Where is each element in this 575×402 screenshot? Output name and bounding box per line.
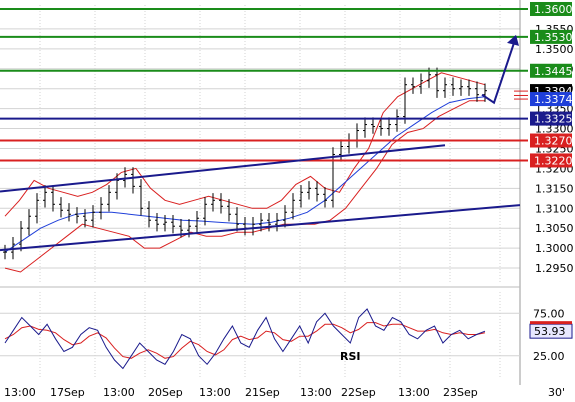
price-tick-label: 1.3150 [535,182,574,195]
level-tag-box [530,111,572,126]
trendlines [0,34,521,252]
level-tag-label: 1.3530 [534,31,573,44]
current-price-tag-box [530,92,572,107]
time-tick-label: 13:00 [300,386,332,399]
level-tags: 1.3600 1.3530 1.3445 1.3325 1.3270 1.3220 1.33… [530,1,573,168]
level-tag-label: 1.3220 [534,154,573,167]
rsi-pane: 75.00 25.00 53.93 RSI [0,307,573,370]
level-tag-box [530,63,572,78]
rsi-grid [0,312,520,357]
price-tick-label: 1.3300 [535,123,574,136]
time-tick-label: 13:00 [398,386,430,399]
time-tick-label: 13:00 [103,386,135,399]
price-tick-label: 1.3500 [535,43,574,56]
time-tick-label: 17Sep [50,386,85,399]
level-tag-label: 1.3445 [534,65,573,78]
time-tick-label: 13:00 [4,386,36,399]
rsi-line [4,308,486,370]
price-tick-label: 1.3050 [535,222,574,235]
price-grid [0,0,521,385]
rsi-tick-label: 75.00 [533,307,565,320]
level-tag-box [530,133,572,148]
time-tick-label: 22Sep [341,386,376,399]
level-tag-label: 1.3325 [534,113,573,126]
time-tick-label: 20Sep [148,386,183,399]
level-tag-label: 1.3270 [534,135,573,148]
level-tag-label: 1.3600 [534,3,573,16]
rsi-label: RSI [340,350,361,363]
upper-channel-line [0,144,446,193]
rsi-axis: 75.00 25.00 53.93 [529,307,573,363]
level-tag-box [530,1,572,16]
time-axis: 13:00 17Sep 13:00 20Sep 13:00 21Sep 13:00 22Sep… [4,386,478,399]
price-tick-label: 1.3100 [535,202,574,215]
time-tick-label: 21Sep [245,386,280,399]
rsi-value-tag-label: 53.93 [534,325,566,338]
horizontal-levels [0,7,528,162]
price-tick-label: 1.3000 [535,242,574,255]
level-tag-box [530,153,572,168]
timeframe-label: 30' [548,386,565,399]
price-pane: 1.35501.35001.34501.34001.33501.33001.32… [0,0,574,385]
rsi-lines [4,308,486,370]
lower-channel-line [0,204,521,252]
price-tick-label: 1.2950 [535,262,574,275]
time-tick-label: 23Sep [443,386,478,399]
projection-arrow-line [481,36,517,105]
level-tag-box [530,29,572,44]
rsi-tick-label: 25.00 [533,350,565,363]
projection-arrowhead [507,34,519,46]
current-price-tag-label: 1.3374 [534,93,573,106]
rsi-signal-line [4,322,486,359]
time-tick-label: 13:00 [199,386,231,399]
rsi-value-tag-accent [530,321,572,325]
